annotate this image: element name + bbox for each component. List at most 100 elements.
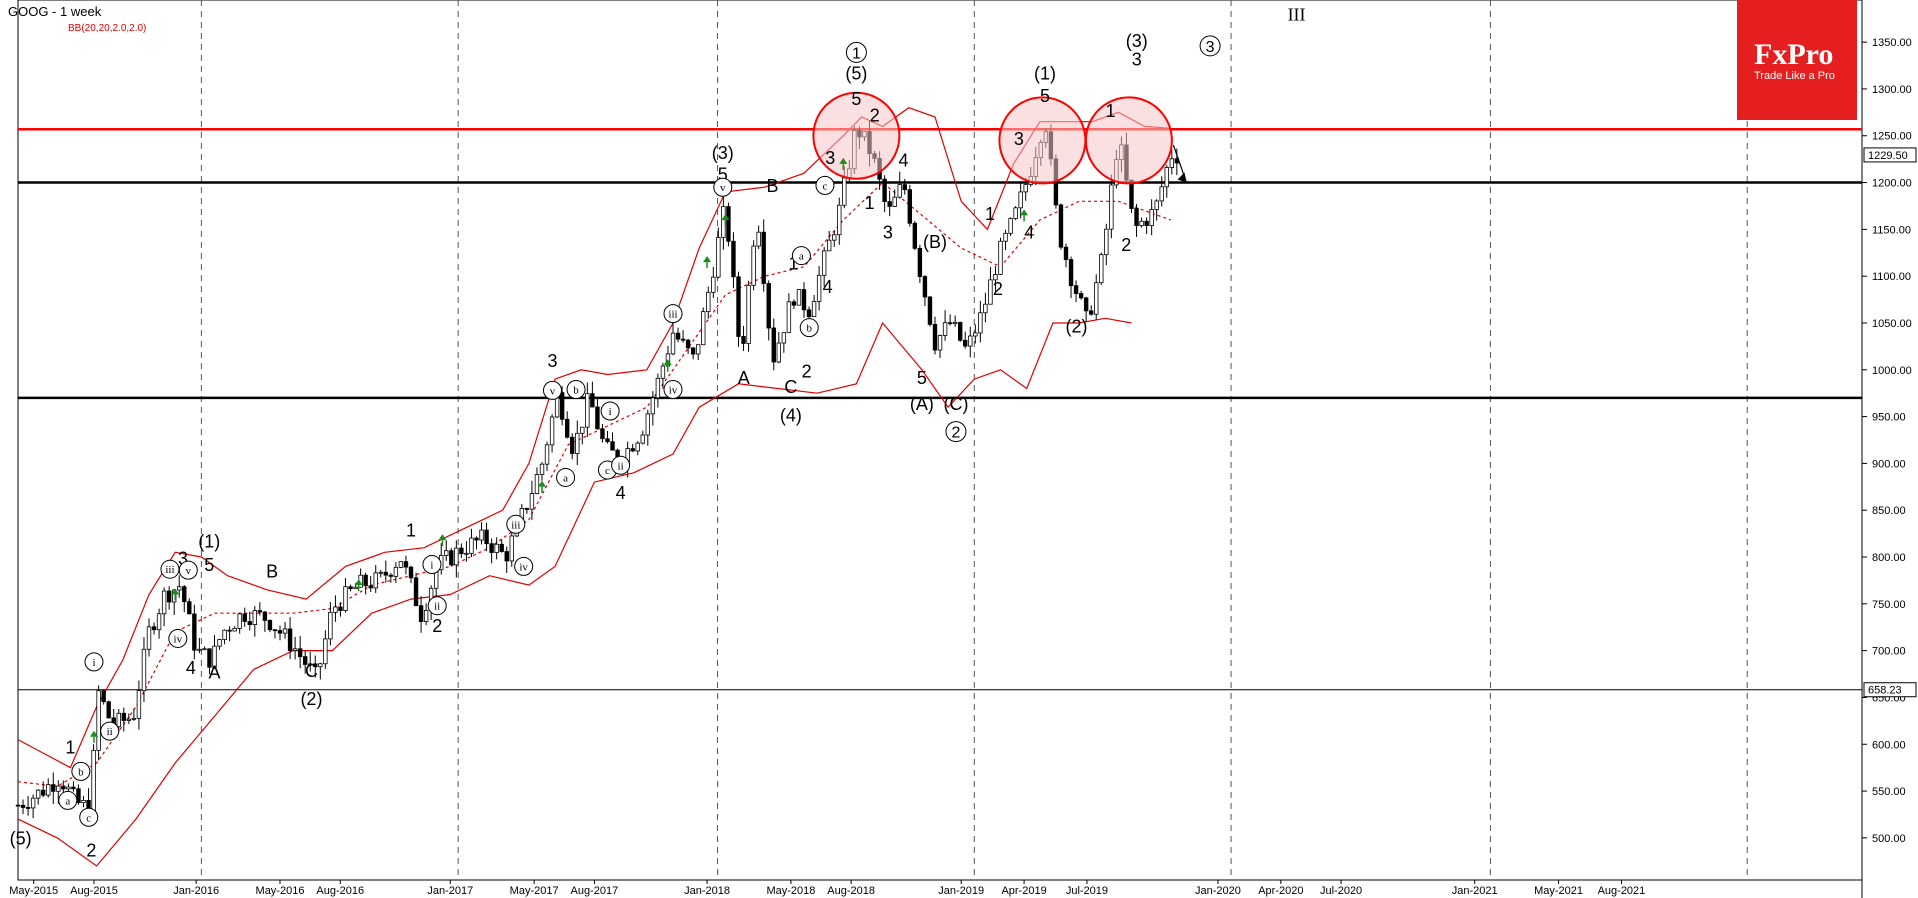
candle-body [670,332,676,355]
candle-body [716,237,721,278]
candle-body [907,189,913,224]
wave-label: 1 [1106,101,1116,121]
wave-label: 2 [86,841,96,861]
candle-body [1169,158,1175,168]
buy-signal-arrow [721,214,730,220]
wave-label: (B) [923,232,947,252]
resistance-circle-1 [998,96,1087,185]
candle-body [418,605,424,623]
minor-wave-ring [611,455,631,475]
price-tag-box [1863,682,1917,698]
minor-wave-ring [422,555,442,575]
wave-label: B [266,562,278,582]
y-tick-label: 550.00 [1872,786,1906,798]
minor-wave-label: iii [511,519,520,531]
candle-body [474,537,479,541]
candle-body [292,648,298,651]
candle-body [257,610,263,613]
candle-body [1134,208,1139,226]
candle-body [1058,204,1064,248]
wave-label: (2) [300,689,322,709]
candle-body [726,206,731,242]
resistance-circle-0 [812,91,901,180]
wave-label: (C) [943,394,968,414]
x-tick-label: Jan-2019 [938,885,984,897]
candle-body [952,322,958,325]
wave-label: 5 [917,368,927,388]
candle-body [197,648,202,651]
candle-body [791,301,797,306]
candle-body [423,610,429,623]
candle-body [398,561,404,568]
candle-body [308,663,313,666]
candle-body [408,566,414,579]
candle-body [126,718,132,721]
candle-body [932,323,938,351]
logo-tagline: Trade Like a Pro [1754,70,1835,82]
x-tick-label: Jan-2016 [173,885,219,897]
candle-body [630,448,635,452]
wave-label: 2 [993,279,1003,299]
wave-label: 3 [547,351,557,371]
candle-body [947,322,953,325]
minor-wave-label: a [799,251,804,263]
candle-body [393,566,399,577]
candle-body [1088,310,1094,315]
candle-body [338,606,343,611]
y-tick-label: 1100.00 [1872,271,1911,283]
candle-body [96,690,101,751]
wave-label: 3 [883,223,893,243]
wave-label: C [784,377,797,397]
candle-body [721,206,726,238]
candle-body [801,289,807,311]
candle-body [660,365,666,379]
candle-body [635,442,640,452]
candle-body [826,239,832,252]
candle-body [1078,293,1084,299]
bb-lower-band [17,317,1132,867]
candle-body [731,240,736,278]
minor-wave-label: v [186,565,192,577]
candle-body [973,332,978,337]
wave-label: (5) [10,828,32,848]
candle-body [323,638,328,665]
minor-wave-ring [79,807,99,827]
candle-body [605,438,610,443]
candle-body [146,626,152,650]
wave-label: (3) [712,143,734,163]
candle-body [580,426,585,434]
candle-body [988,279,993,305]
minor-wave-label: a [65,795,70,807]
candle-body [151,626,157,631]
wave-label: C [305,661,318,681]
x-tick-label: Aug-2018 [827,885,875,897]
wave-label: B [767,176,779,196]
candle-body [766,283,771,329]
candle-body [56,785,61,792]
y-tick-label: 1350.00 [1872,37,1912,49]
candle-body [51,784,56,792]
candle-body [690,347,696,355]
candle-body [227,629,232,632]
wave-label: 1 [985,204,995,224]
candle-body [585,393,590,428]
minor-wave-label: ii [618,460,624,472]
candle-body [1023,184,1028,193]
wave-label: 2 [1121,235,1131,255]
bb-middle-band [17,181,1172,788]
wave-label: 2 [870,106,880,126]
candle-body [66,786,71,790]
minor-wave-ring [713,177,733,197]
x-tick-label: Apr-2019 [1001,885,1046,897]
roman-wave-label: III [1288,5,1306,25]
price-tag-label: 658.23 [1868,685,1902,697]
minor-wave-ring [100,721,120,741]
candle-body [272,629,278,632]
candle-body [751,245,756,286]
circled-wave-ring [845,41,867,63]
minor-wave-label: v [720,182,726,194]
wave-label: 1 [864,193,874,213]
minor-wave-ring [663,379,683,399]
wave-label: (1) [1034,64,1056,84]
